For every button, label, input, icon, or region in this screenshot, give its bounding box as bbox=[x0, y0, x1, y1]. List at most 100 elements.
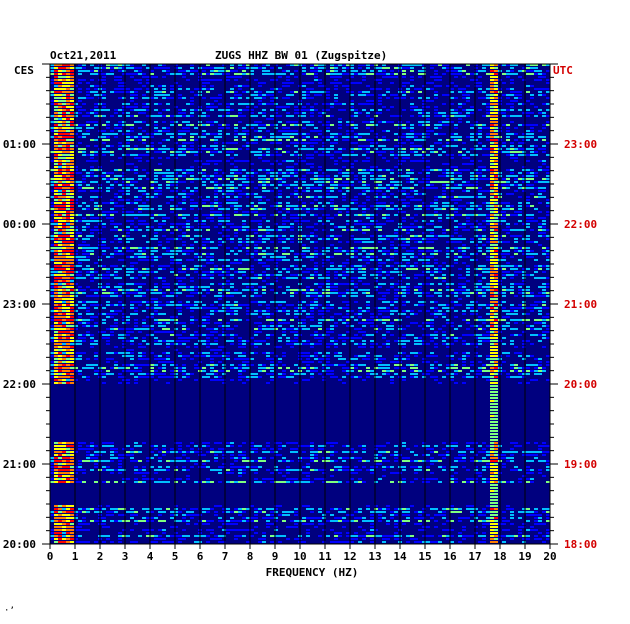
heatmap-cell bbox=[190, 250, 194, 252]
heatmap-cell bbox=[190, 208, 194, 210]
heatmap-cell bbox=[342, 154, 346, 156]
heatmap-cell bbox=[446, 247, 450, 249]
heatmap-cell bbox=[514, 151, 518, 153]
heatmap-cell bbox=[310, 70, 314, 72]
heatmap-cell bbox=[146, 160, 150, 162]
heatmap-cell bbox=[286, 112, 290, 114]
heatmap-cell bbox=[474, 172, 478, 174]
heatmap-cell bbox=[426, 247, 430, 249]
heatmap-cell bbox=[154, 115, 158, 117]
heatmap-cell bbox=[106, 178, 110, 180]
heatmap-cell bbox=[318, 85, 322, 87]
heatmap-cell bbox=[234, 73, 238, 75]
heatmap-cell bbox=[318, 187, 322, 189]
heatmap-cell bbox=[502, 181, 506, 183]
heatmap-cell bbox=[110, 133, 114, 135]
heatmap-cell bbox=[518, 154, 522, 156]
heatmap-cell bbox=[178, 193, 182, 195]
heatmap-cell bbox=[54, 268, 58, 270]
heatmap-cell bbox=[506, 76, 510, 78]
heatmap-cell bbox=[166, 169, 170, 171]
heatmap-cell bbox=[226, 271, 230, 273]
heatmap-cell bbox=[158, 115, 162, 117]
heatmap-cell bbox=[250, 142, 254, 144]
heatmap-cell bbox=[246, 247, 250, 249]
heatmap-cell bbox=[206, 229, 210, 231]
heatmap-cell bbox=[490, 187, 494, 189]
heatmap-cell bbox=[354, 241, 358, 243]
heatmap-cell bbox=[246, 193, 250, 195]
heatmap-cell bbox=[438, 127, 442, 129]
heatmap-cell bbox=[238, 238, 242, 240]
heatmap-cell bbox=[282, 253, 286, 255]
heatmap-cell bbox=[178, 112, 182, 114]
heatmap-cell bbox=[218, 190, 222, 192]
heatmap-cell bbox=[454, 115, 458, 117]
heatmap-cell bbox=[486, 88, 490, 90]
heatmap-cell bbox=[66, 250, 70, 252]
heatmap-cell bbox=[62, 199, 66, 201]
heatmap-cell bbox=[466, 271, 470, 273]
heatmap-cell bbox=[210, 109, 214, 111]
heatmap-cell bbox=[466, 121, 470, 123]
heatmap-cell bbox=[534, 181, 538, 183]
heatmap-cell bbox=[166, 175, 170, 177]
heatmap-cell bbox=[514, 154, 518, 156]
heatmap-cell bbox=[78, 151, 82, 153]
heatmap-cell bbox=[338, 82, 342, 84]
heatmap-cell bbox=[414, 208, 418, 210]
heatmap-cell bbox=[314, 274, 318, 276]
heatmap-cell bbox=[278, 193, 282, 195]
heatmap-cell bbox=[150, 85, 154, 87]
heatmap-cell bbox=[314, 181, 318, 183]
heatmap-cell bbox=[446, 115, 450, 117]
heatmap-cell bbox=[546, 82, 550, 84]
heatmap-cell bbox=[286, 220, 290, 222]
heatmap-cell bbox=[106, 211, 110, 213]
heatmap-cell bbox=[270, 184, 274, 186]
heatmap-cell bbox=[174, 142, 178, 144]
heatmap-cell bbox=[110, 115, 114, 117]
heatmap-cell bbox=[474, 187, 478, 189]
heatmap-cell bbox=[490, 190, 494, 192]
heatmap-cell bbox=[130, 184, 134, 186]
heatmap-cell bbox=[546, 256, 550, 258]
heatmap-cell bbox=[430, 148, 434, 150]
heatmap-cell bbox=[354, 250, 358, 252]
heatmap-cell bbox=[246, 244, 250, 246]
heatmap-cell bbox=[54, 103, 58, 105]
heatmap-cell bbox=[94, 226, 98, 228]
heatmap-cell bbox=[310, 109, 314, 111]
heatmap-cell bbox=[322, 181, 326, 183]
heatmap-cell bbox=[370, 268, 374, 270]
heatmap-cell bbox=[50, 79, 54, 81]
heatmap-cell bbox=[342, 283, 346, 285]
heatmap-cell bbox=[518, 187, 522, 189]
heatmap-cell bbox=[310, 121, 314, 123]
heatmap-cell bbox=[246, 253, 250, 255]
heatmap-cell bbox=[510, 175, 514, 177]
heatmap-cell bbox=[150, 250, 154, 252]
heatmap-cell bbox=[122, 175, 126, 177]
heatmap-cell bbox=[418, 289, 422, 291]
heatmap-cell bbox=[494, 178, 498, 180]
heatmap-cell bbox=[402, 256, 406, 258]
heatmap-cell bbox=[302, 181, 306, 183]
heatmap-cell bbox=[302, 145, 306, 147]
heatmap-cell bbox=[314, 289, 318, 291]
heatmap-cell bbox=[186, 151, 190, 153]
heatmap-cell bbox=[70, 208, 74, 210]
heatmap-cell bbox=[478, 229, 482, 231]
heatmap-cell bbox=[86, 247, 90, 249]
heatmap-cell bbox=[422, 70, 426, 72]
heatmap-cell bbox=[382, 175, 386, 177]
heatmap-cell bbox=[306, 286, 310, 288]
heatmap-cell bbox=[286, 253, 290, 255]
heatmap-cell bbox=[366, 139, 370, 141]
heatmap-cell bbox=[526, 160, 530, 162]
heatmap-cell bbox=[70, 70, 74, 72]
heatmap-cell bbox=[266, 172, 270, 174]
heatmap-cell bbox=[182, 175, 186, 177]
heatmap-cell bbox=[370, 175, 374, 177]
heatmap-cell bbox=[258, 229, 262, 231]
